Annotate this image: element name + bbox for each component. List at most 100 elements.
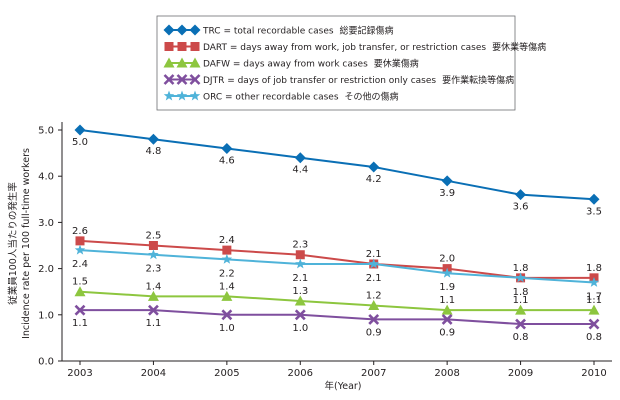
data-label: 1.0 — [292, 323, 308, 334]
x-tick-label: 2003 — [67, 368, 92, 379]
data-point — [588, 318, 600, 330]
data-point — [148, 241, 158, 250]
data-label: 1.0 — [219, 323, 235, 334]
data-label: 2.2 — [219, 268, 235, 279]
data-point — [368, 161, 380, 173]
legend-marker — [189, 74, 201, 85]
legend-marker — [190, 42, 200, 51]
data-point — [368, 258, 379, 269]
data-label: 4.6 — [219, 155, 235, 166]
x-tick-label: 2004 — [141, 368, 166, 379]
series-star — [74, 244, 600, 287]
legend-label: DJTR = days of job transfer or restricti… — [203, 76, 436, 86]
y-tick-label: 4.0 — [38, 172, 54, 183]
legend-marker — [176, 74, 188, 85]
legend-item: TRC = total recordable cases 総要記録傷病 — [163, 24, 394, 36]
data-label: 2.5 — [145, 231, 161, 242]
legend-label: ORC = other recordable cases — [203, 92, 339, 102]
data-label: 3.9 — [439, 188, 455, 199]
legend-marker — [177, 42, 187, 51]
series-x — [74, 304, 600, 330]
data-label: 1.4 — [145, 281, 161, 292]
legend-item: ORC = other recordable cases その他の傷病 — [163, 90, 399, 102]
data-point — [221, 290, 233, 301]
series-line — [79, 129, 595, 201]
data-label: 1.3 — [292, 286, 308, 297]
data-label: 4.4 — [292, 165, 308, 176]
data-point — [74, 304, 86, 316]
x-tick-label: 2006 — [288, 368, 313, 379]
legend-item: DART = days away from work, job transfer… — [164, 41, 546, 53]
data-label: 1.1 — [72, 318, 88, 329]
series-triangle — [74, 286, 600, 315]
data-point — [295, 250, 305, 260]
legend: TRC = total recordable cases 総要記録傷病 DART =… — [156, 15, 546, 111]
data-point — [588, 193, 600, 205]
data-label: 4.8 — [145, 146, 161, 157]
data-point — [294, 309, 306, 321]
legend-marker — [176, 24, 188, 36]
legend-marker — [189, 90, 201, 101]
data-label: 2.1 — [366, 249, 382, 260]
data-label: 2.3 — [145, 264, 161, 275]
legend-marker — [163, 57, 175, 68]
y-tick-label: 1.0 — [38, 310, 54, 321]
data-label: 1.2 — [366, 291, 382, 302]
legend-marker — [163, 90, 175, 101]
data-point — [441, 175, 453, 187]
legend-label: DAFW = days away from work cases — [203, 59, 368, 69]
data-label: 3.5 — [586, 206, 602, 217]
x-axis-label: 年(Year) — [324, 380, 361, 392]
legend-marker — [189, 24, 201, 36]
data-point — [515, 304, 527, 315]
data-label: 1.7 — [586, 291, 602, 302]
data-point — [221, 253, 233, 264]
data-label: 5.0 — [72, 137, 88, 148]
data-label: 1.8 — [513, 263, 529, 274]
y-axis-label: Incidence rate per 100 full-time workers — [21, 148, 32, 339]
data-point — [74, 244, 86, 255]
data-label: 2.4 — [219, 235, 235, 246]
data-label: 1.9 — [439, 282, 455, 293]
data-label: 4.2 — [366, 174, 382, 185]
data-label: 1.1 — [439, 295, 455, 306]
x-tick-label: 2008 — [434, 368, 459, 379]
x-tick-label: 2010 — [581, 368, 606, 379]
series-line — [79, 249, 595, 284]
data-label: 2.4 — [72, 259, 88, 270]
data-label: 0.9 — [366, 327, 382, 338]
series-line — [79, 290, 594, 312]
legend-label-japanese: 要休業等傷病 — [492, 41, 546, 53]
data-label: 1.1 — [145, 318, 161, 329]
legend-marker — [189, 57, 201, 68]
data-point — [441, 267, 453, 278]
data-label: 2.1 — [292, 273, 308, 284]
series-line — [80, 309, 594, 326]
data-point — [75, 236, 85, 246]
data-point — [441, 314, 453, 325]
axes: 0.0 1.0 2.0 3.0 4.0 5.0 2003 2004 2005 2006 2007 20… — [38, 122, 612, 379]
y-axis-label-japanese: 従業員100人当たりの発生率 — [7, 182, 19, 305]
data-label: 1.4 — [219, 281, 235, 292]
data-label: 1.1 — [586, 295, 602, 306]
data-label: 1.1 — [513, 295, 529, 306]
data-label: 2.6 — [72, 226, 88, 237]
legend-marker — [163, 24, 175, 36]
series-diamond — [74, 124, 600, 205]
x-tick-label: 2005 — [214, 368, 239, 379]
x-tick-label: 2007 — [361, 368, 386, 379]
data-point — [588, 304, 600, 315]
data-point — [147, 290, 159, 301]
data-label: 3.6 — [513, 202, 529, 213]
data-point — [147, 133, 159, 145]
data-label: 1.8 — [513, 287, 529, 298]
data-point — [74, 286, 86, 297]
legend-label-japanese: 要休業傷病 — [374, 57, 419, 69]
data-point — [441, 304, 453, 315]
y-tick-label: 5.0 — [38, 126, 54, 137]
legend-item: DJTR = days of job transfer or restricti… — [163, 74, 514, 86]
y-tick-label: 2.0 — [38, 264, 54, 275]
legend-item: DAFW = days away from work cases 要休業傷病 — [163, 57, 419, 69]
data-point — [515, 189, 527, 201]
